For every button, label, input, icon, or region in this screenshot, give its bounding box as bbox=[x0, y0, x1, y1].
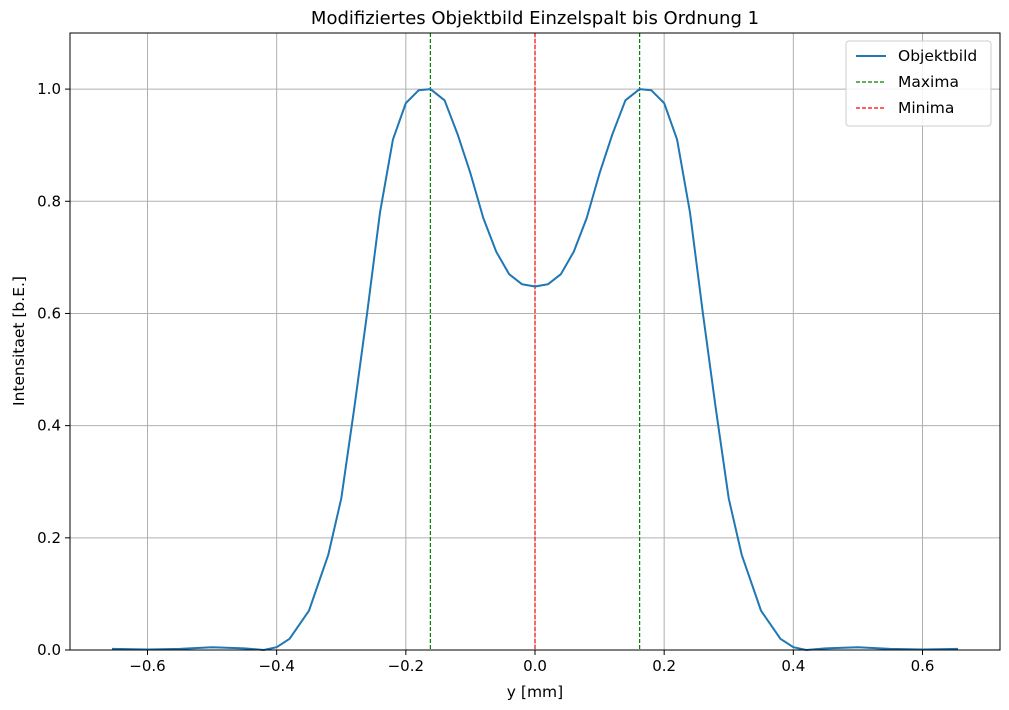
legend-label-minima: Minima bbox=[898, 99, 954, 117]
legend-label-objektbild: Objektbild bbox=[898, 47, 977, 65]
x-tick-label: −0.4 bbox=[258, 657, 294, 675]
x-tick-label: −0.6 bbox=[129, 657, 165, 675]
reference-lines bbox=[429, 33, 641, 650]
x-tick-label: −0.2 bbox=[388, 657, 424, 675]
y-tick-label: 0.8 bbox=[37, 192, 61, 210]
y-axis: 0.0 0.2 0.4 0.6 0.8 1.0 bbox=[37, 80, 70, 659]
legend: Objektbild Maxima Minima bbox=[845, 40, 992, 127]
legend-label-maxima: Maxima bbox=[898, 73, 959, 91]
y-tick-label: 0.2 bbox=[37, 529, 61, 547]
x-tick-label: 0.6 bbox=[911, 657, 935, 675]
y-axis-label: Intensitaet [b.E.] bbox=[10, 276, 28, 406]
y-tick-label: 1.0 bbox=[37, 80, 61, 98]
y-tick-label: 0.0 bbox=[37, 641, 61, 659]
legend-box bbox=[845, 40, 992, 127]
chart-title: Modifiziertes Objektbild Einzelspalt bis… bbox=[311, 8, 759, 29]
y-tick-label: 0.6 bbox=[37, 304, 61, 322]
series-group bbox=[111, 88, 959, 651]
x-tick-label: 0.0 bbox=[523, 657, 547, 675]
objektbild-line bbox=[111, 88, 959, 651]
x-tick-label: 0.4 bbox=[781, 657, 805, 675]
x-axis: −0.6 −0.4 −0.2 0.0 0.2 0.4 0.6 bbox=[129, 650, 934, 675]
y-tick-label: 0.4 bbox=[37, 417, 61, 435]
x-axis-label: y [mm] bbox=[507, 683, 563, 701]
x-tick-label: 0.2 bbox=[652, 657, 676, 675]
